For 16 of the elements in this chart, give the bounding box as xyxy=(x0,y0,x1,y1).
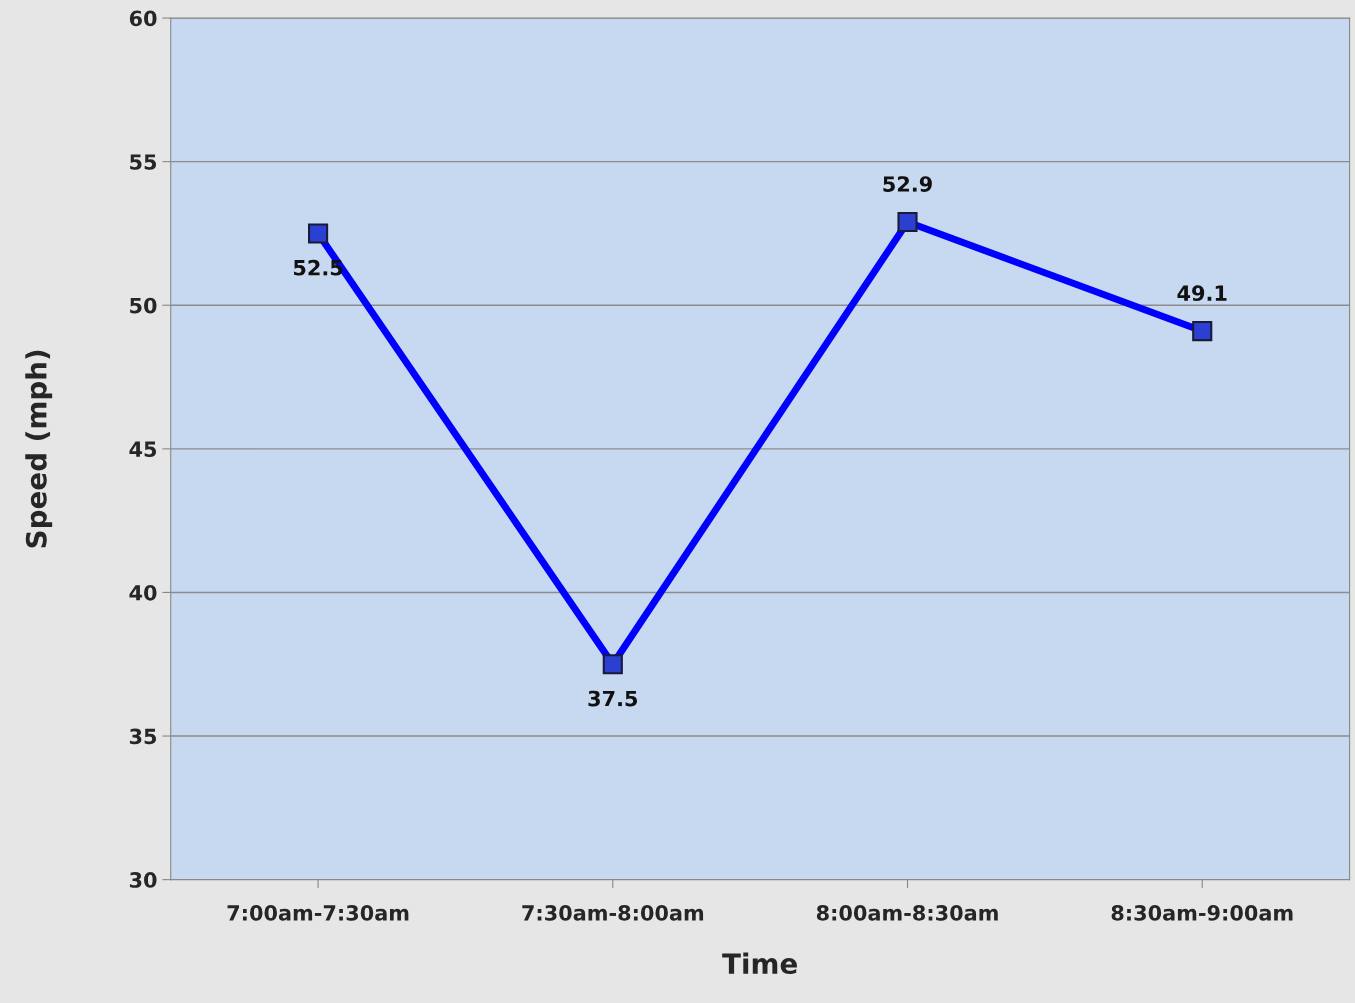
y-axis-title: Speed (mph) xyxy=(25,350,53,548)
y-tick-label: 35 xyxy=(129,728,157,745)
y-tick-label: 40 xyxy=(129,584,157,601)
y-tick-label: 60 xyxy=(129,10,157,27)
y-tick-label: 55 xyxy=(130,154,157,170)
x-axis-title: Time xyxy=(722,952,797,975)
y-tick-label: 45 xyxy=(129,441,157,458)
x-tick-label: 8:00am-8:30am xyxy=(816,905,998,921)
x-tick-label: 8:30am-9:00am xyxy=(1111,905,1293,921)
y-tick-label: 30 xyxy=(129,872,157,888)
data-label: 37.5 xyxy=(588,690,638,707)
data-label: 52.9 xyxy=(883,176,932,192)
y-tick-label: 50 xyxy=(130,297,157,314)
x-tick-label: 7:30am-8:00am xyxy=(522,905,704,921)
data-label: 49.1 xyxy=(1177,285,1227,302)
x-tick-label: 7:00am-7:30am xyxy=(227,905,409,921)
